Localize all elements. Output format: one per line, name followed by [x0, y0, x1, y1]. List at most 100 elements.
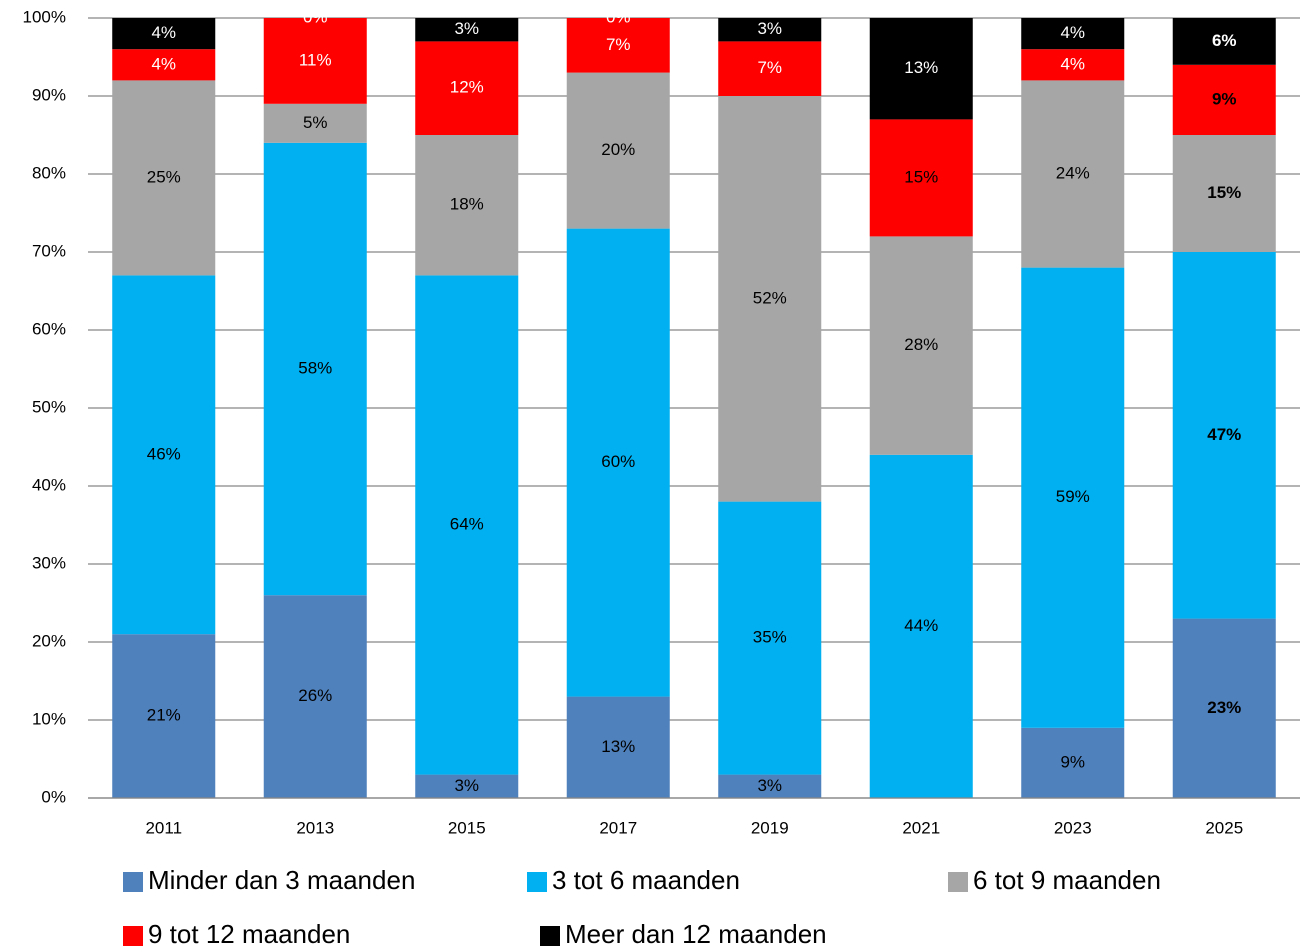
y-tick-label: 0% — [41, 787, 66, 806]
legend-swatch — [123, 872, 143, 892]
data-label: 13% — [601, 737, 635, 756]
data-label: 26% — [298, 686, 332, 705]
data-label: 4% — [151, 23, 176, 42]
bar-segment — [718, 774, 822, 798]
bar-segment — [566, 696, 670, 798]
bar-segment — [718, 41, 822, 96]
y-tick-label: 70% — [32, 241, 66, 260]
y-tick-label: 30% — [32, 553, 66, 572]
bar-segment — [263, 595, 367, 798]
x-tick-label: 2021 — [902, 818, 940, 837]
x-tick-label: 2017 — [599, 818, 637, 837]
data-label: 52% — [753, 288, 787, 307]
data-label: 7% — [606, 35, 631, 54]
data-label: 3% — [757, 19, 782, 38]
legend-label: Minder dan 3 maanden — [148, 865, 415, 895]
bar-segment — [415, 18, 519, 42]
bar-segment — [263, 142, 367, 596]
legend-swatch — [540, 926, 560, 946]
y-tick-label: 100% — [23, 7, 66, 26]
bar-segment — [112, 634, 216, 798]
data-label: 15% — [1207, 183, 1241, 202]
bar-segment — [566, 18, 670, 73]
data-label: 47% — [1207, 425, 1241, 444]
bar-segment — [869, 236, 973, 455]
data-label: 59% — [1056, 487, 1090, 506]
x-tick-label: 2013 — [296, 818, 334, 837]
data-label: 4% — [151, 54, 176, 73]
y-tick-label: 60% — [32, 319, 66, 338]
y-tick-label: 20% — [32, 631, 66, 650]
data-label: 5% — [303, 113, 328, 132]
legend-label: Meer dan 12 maanden — [565, 919, 827, 948]
bar-segment — [869, 454, 973, 798]
data-label: 20% — [601, 140, 635, 159]
data-label: 7% — [757, 58, 782, 77]
data-label: 6% — [1212, 31, 1237, 50]
data-label: 3% — [757, 776, 782, 795]
bar-segment — [1021, 727, 1125, 798]
bar-segment — [869, 18, 973, 120]
data-label: 28% — [904, 335, 938, 354]
legend-label: 3 tot 6 maanden — [552, 865, 740, 895]
bar-segment — [1172, 64, 1276, 135]
data-label: 35% — [753, 628, 787, 647]
data-label: 64% — [450, 514, 484, 533]
bar-segment — [1021, 49, 1125, 81]
bar-segment — [112, 80, 216, 276]
bar-segment — [112, 275, 216, 635]
data-label: 25% — [147, 167, 181, 186]
bar-segment — [415, 41, 519, 135]
bar-segment — [1172, 618, 1276, 798]
bar-segment — [112, 18, 216, 50]
data-label: 0% — [606, 7, 631, 26]
bar-segment — [566, 228, 670, 697]
bar-segment — [415, 275, 519, 775]
bar-segment — [415, 774, 519, 798]
y-tick-label: 40% — [32, 475, 66, 494]
data-label: 23% — [1207, 698, 1241, 717]
bar-segment — [718, 501, 822, 775]
data-label: 44% — [904, 616, 938, 635]
data-label: 9% — [1212, 89, 1237, 108]
bar-segment — [1021, 18, 1125, 50]
x-tick-label: 2025 — [1205, 818, 1243, 837]
legend-swatch — [123, 926, 143, 946]
y-tick-label: 80% — [32, 163, 66, 182]
data-label: 12% — [450, 78, 484, 97]
data-label: 13% — [904, 58, 938, 77]
bar-segment — [263, 18, 367, 104]
bar-segment — [263, 103, 367, 143]
x-tick-label: 2011 — [145, 818, 182, 837]
data-label: 0% — [303, 7, 328, 26]
legend-swatch — [527, 872, 547, 892]
x-tick-label: 2015 — [448, 818, 486, 837]
bar-segment — [1172, 252, 1276, 619]
bar-segment — [415, 135, 519, 276]
bar-segment — [1172, 135, 1276, 252]
legend-label: 9 tot 12 maanden — [148, 919, 350, 948]
data-label: 11% — [299, 50, 332, 69]
bar-segment — [1021, 80, 1125, 268]
x-tick-label: 2019 — [751, 818, 789, 837]
bar-segment — [112, 49, 216, 81]
data-label: 18% — [450, 195, 484, 214]
y-tick-label: 90% — [32, 85, 66, 104]
bar-segment — [1172, 18, 1276, 65]
bar-segment — [869, 119, 973, 237]
data-label: 21% — [147, 706, 181, 725]
data-label: 4% — [1060, 54, 1085, 73]
data-label: 9% — [1060, 752, 1085, 771]
y-tick-label: 50% — [32, 397, 66, 416]
data-label: 24% — [1056, 163, 1090, 182]
data-label: 58% — [298, 358, 332, 377]
legend-swatch — [948, 872, 968, 892]
data-label: 15% — [904, 167, 938, 186]
y-tick-label: 10% — [32, 709, 66, 728]
data-label: 4% — [1060, 23, 1085, 42]
bar-segment — [718, 96, 822, 502]
x-tick-label: 2023 — [1054, 818, 1092, 837]
data-label: 3% — [454, 776, 479, 795]
data-label: 46% — [147, 444, 181, 463]
